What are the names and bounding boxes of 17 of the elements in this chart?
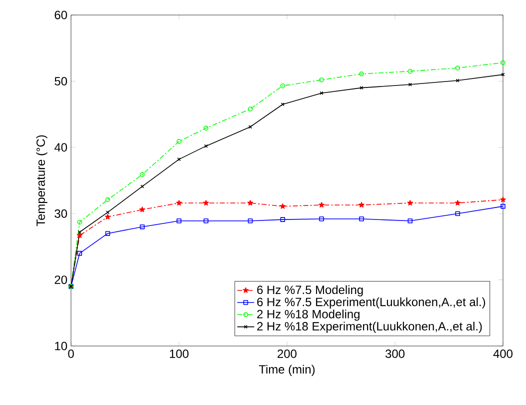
y-tick-label: 40	[54, 143, 68, 152]
y-tick-label: 20	[54, 276, 68, 284]
legend-label: 2 Hz %18 Experiment(Luukkonen,A.,et al.)	[257, 322, 482, 333]
legend-label: 6 Hz %7.5 Modeling	[257, 285, 363, 296]
y-axis-title: Temperature (°C)	[36, 135, 48, 226]
x-tick-label: 400	[493, 350, 513, 358]
y-tick-label: 60	[54, 10, 68, 20]
x-tick-label: 0	[68, 350, 74, 358]
y-tick-label: 50	[54, 76, 68, 86]
x-axis-title: Time (min)	[258, 364, 315, 376]
y-tick-label: 30	[54, 209, 68, 218]
x-tick-label: 300	[385, 350, 405, 358]
legend-label: 6 Hz %7.5 Experiment(Luukkonen,A.,et al.)	[257, 297, 486, 309]
y-tick-label: 10	[55, 342, 68, 350]
x-tick-label: 100	[170, 350, 189, 358]
legend-label: 2 Hz %18 Modeling	[257, 310, 360, 321]
x-tick-label: 200	[278, 350, 297, 358]
